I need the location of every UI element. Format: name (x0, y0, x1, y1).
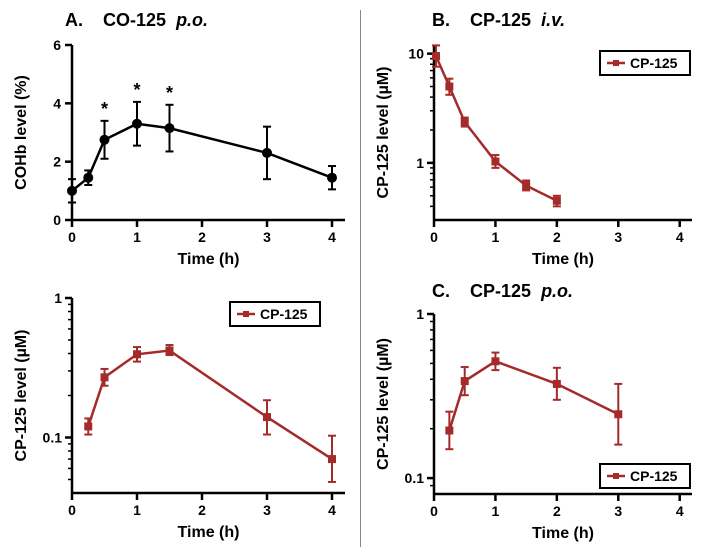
svg-text:CP-125 level (µM): CP-125 level (µM) (13, 330, 30, 462)
svg-text:CP-125 level (µM): CP-125 level (µM) (375, 338, 392, 470)
svg-text:2: 2 (198, 502, 206, 518)
panel-a-letter: A. (65, 10, 83, 30)
svg-text:CP-125 level (µM): CP-125 level (µM) (375, 67, 392, 199)
svg-text:4: 4 (676, 229, 684, 245)
svg-text:0: 0 (430, 229, 438, 245)
svg-text:0.1: 0.1 (43, 429, 63, 445)
panel-a-top: A. CO-125 p.o. 0 1 2 3 4 0 2 4 6 Time (h) COHb lev… (10, 10, 355, 270)
svg-text:1: 1 (492, 503, 500, 519)
svg-text:3: 3 (263, 502, 271, 518)
svg-text:6: 6 (53, 37, 61, 53)
panel-c-italic: p.o. (541, 281, 573, 301)
svg-text:4: 4 (53, 95, 61, 111)
svg-text:1: 1 (492, 229, 500, 245)
panel-a-title: A. CO-125 p.o. (65, 10, 208, 31)
svg-text:2: 2 (553, 229, 561, 245)
panel-c: C. CP-125 p.o. 012340.11Time (h)CP-125 l… (372, 288, 702, 548)
svg-text:1: 1 (416, 306, 424, 322)
chart-a-top: 0 1 2 3 4 0 2 4 6 Time (h) COHb level (%) * * * (10, 35, 355, 270)
svg-text:CP-125: CP-125 (260, 306, 308, 322)
svg-text:0: 0 (68, 229, 76, 245)
svg-text:1: 1 (133, 229, 141, 245)
svg-text:4: 4 (328, 229, 336, 245)
svg-text:CP-125: CP-125 (630, 55, 678, 71)
svg-text:CP-125: CP-125 (630, 468, 678, 484)
chart-a-bottom: 0 1 2 3 4 0.1 1 Time (h) CP-125 level (µM) CP-125 (10, 288, 355, 543)
svg-text:Time (h): Time (h) (532, 251, 594, 268)
chart-b: 0 1 2 3 4 1 10 Time (h) CP-125 level (µM) CP-125 (372, 35, 702, 270)
svg-text:10: 10 (408, 46, 424, 62)
svg-text:0: 0 (430, 503, 438, 519)
svg-text:0.1: 0.1 (405, 470, 425, 486)
svg-text:2: 2 (53, 154, 61, 170)
svg-text:1: 1 (54, 290, 62, 306)
svg-text:Time (h): Time (h) (532, 525, 594, 542)
panel-a-bottom: 0 1 2 3 4 0.1 1 Time (h) CP-125 level (µM) CP-125 (10, 288, 355, 548)
svg-text:3: 3 (263, 229, 271, 245)
figure-container: A. CO-125 p.o. 0 1 2 3 4 0 2 4 6 Time (h) COHb lev… (10, 10, 702, 547)
svg-text:Time (h): Time (h) (178, 524, 240, 541)
svg-text:COHb level (%): COHb level (%) (13, 75, 30, 190)
panel-b-letter: B. (432, 10, 450, 30)
svg-text:3: 3 (614, 229, 622, 245)
svg-text:3: 3 (614, 503, 622, 519)
svg-text:Time (h): Time (h) (178, 251, 240, 268)
svg-text:*: * (101, 99, 108, 119)
chart-c: 0 1 2 3 4 0.1 1 Time (h) CP-125 level (µM) CP-125 (372, 304, 702, 544)
panel-a-main: CO-125 (103, 10, 166, 30)
panel-divider (360, 10, 361, 547)
svg-text:4: 4 (328, 502, 336, 518)
panel-a-italic: p.o. (176, 10, 208, 30)
svg-text:4: 4 (676, 503, 684, 519)
svg-text:1: 1 (416, 155, 424, 171)
panel-b-main: CP-125 (470, 10, 531, 30)
svg-text:1: 1 (133, 502, 141, 518)
panel-c-letter: C. (432, 281, 450, 301)
panel-c-title: C. CP-125 p.o. (432, 281, 573, 302)
panel-b-title: B. CP-125 i.v. (432, 10, 565, 31)
svg-text:*: * (166, 83, 173, 103)
svg-text:2: 2 (198, 229, 206, 245)
svg-text:0: 0 (68, 502, 76, 518)
panel-c-main: CP-125 (470, 281, 531, 301)
svg-text:2: 2 (553, 503, 561, 519)
svg-text:0: 0 (53, 212, 61, 228)
panel-b: B. CP-125 i.v. 0 1 2 3 4 1 10 Time (h) CP-125 le… (372, 10, 702, 270)
panel-b-italic: i.v. (541, 10, 565, 30)
svg-text:*: * (133, 80, 140, 100)
